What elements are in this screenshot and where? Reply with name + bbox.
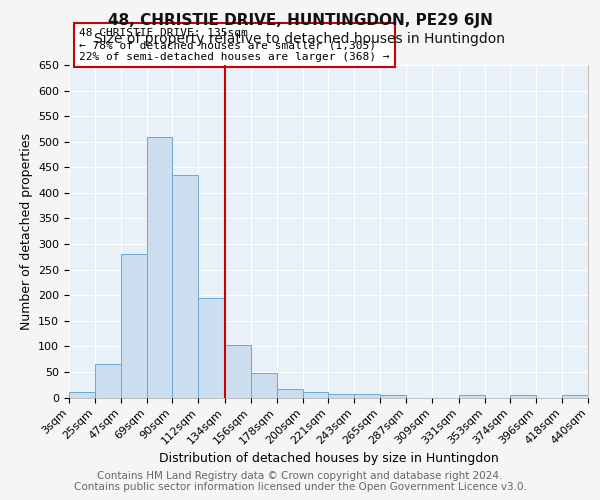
Bar <box>224 346 251 398</box>
Bar <box>199 298 224 398</box>
Bar <box>69 392 95 398</box>
Y-axis label: Number of detached properties: Number of detached properties <box>20 132 32 330</box>
Bar <box>303 392 328 398</box>
Bar <box>121 254 148 398</box>
Bar <box>380 395 406 398</box>
Text: 48, CHRISTIE DRIVE, HUNTINGDON, PE29 6JN: 48, CHRISTIE DRIVE, HUNTINGDON, PE29 6JN <box>107 12 493 28</box>
Bar <box>277 389 303 398</box>
Bar <box>328 394 354 398</box>
Text: Size of property relative to detached houses in Huntingdon: Size of property relative to detached ho… <box>95 32 505 46</box>
Bar <box>148 136 172 398</box>
Bar <box>509 395 536 398</box>
Bar <box>95 364 121 398</box>
X-axis label: Distribution of detached houses by size in Huntingdon: Distribution of detached houses by size … <box>158 452 499 465</box>
Text: 48 CHRISTIE DRIVE: 135sqm
← 78% of detached houses are smaller (1,305)
22% of se: 48 CHRISTIE DRIVE: 135sqm ← 78% of detac… <box>79 28 390 62</box>
Bar <box>354 394 380 398</box>
Text: Contains HM Land Registry data © Crown copyright and database right 2024.: Contains HM Land Registry data © Crown c… <box>97 471 503 481</box>
Bar <box>562 395 588 398</box>
Bar <box>172 175 199 398</box>
Bar <box>458 395 485 398</box>
Bar <box>251 374 277 398</box>
Text: Contains public sector information licensed under the Open Government Licence v3: Contains public sector information licen… <box>74 482 526 492</box>
